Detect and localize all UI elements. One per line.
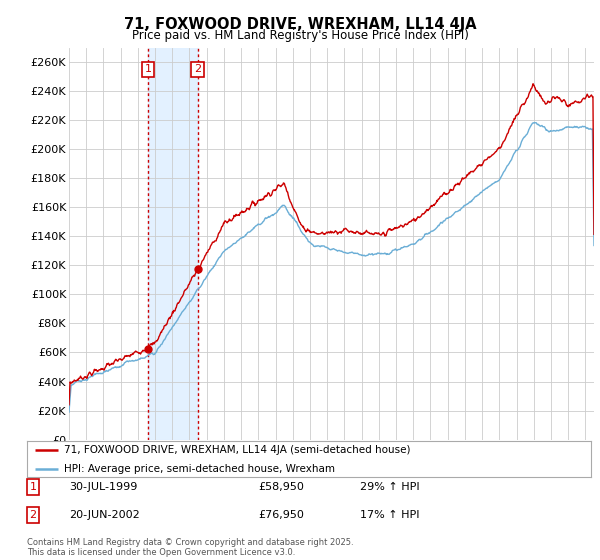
Text: 17% ↑ HPI: 17% ↑ HPI (360, 510, 419, 520)
Text: 20-JUN-2002: 20-JUN-2002 (69, 510, 140, 520)
Text: 2: 2 (29, 510, 37, 520)
Text: 71, FOXWOOD DRIVE, WREXHAM, LL14 4JA (semi-detached house): 71, FOXWOOD DRIVE, WREXHAM, LL14 4JA (se… (64, 445, 410, 455)
Text: Contains HM Land Registry data © Crown copyright and database right 2025.
This d: Contains HM Land Registry data © Crown c… (27, 538, 353, 557)
Text: 30-JUL-1999: 30-JUL-1999 (69, 482, 137, 492)
Text: Price paid vs. HM Land Registry's House Price Index (HPI): Price paid vs. HM Land Registry's House … (131, 29, 469, 42)
Bar (148, 48, 197, 440)
Text: £58,950: £58,950 (258, 482, 304, 492)
Text: 1: 1 (29, 482, 37, 492)
Text: 1: 1 (145, 64, 151, 74)
Text: HPI: Average price, semi-detached house, Wrexham: HPI: Average price, semi-detached house,… (64, 464, 335, 474)
Text: £76,950: £76,950 (258, 510, 304, 520)
Text: 2: 2 (194, 64, 201, 74)
Text: 29% ↑ HPI: 29% ↑ HPI (360, 482, 419, 492)
Text: 71, FOXWOOD DRIVE, WREXHAM, LL14 4JA: 71, FOXWOOD DRIVE, WREXHAM, LL14 4JA (124, 17, 476, 32)
